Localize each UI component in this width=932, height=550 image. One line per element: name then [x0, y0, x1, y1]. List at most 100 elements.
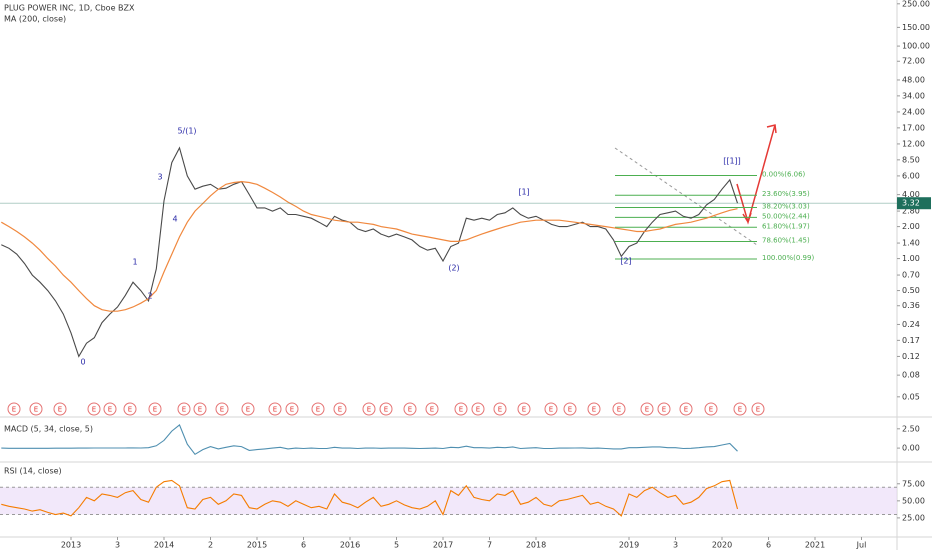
y-tick-label: 0.08 — [902, 371, 920, 380]
earnings-icon — [362, 402, 376, 416]
earnings-icon — [471, 402, 485, 416]
x-tick-label: 3 — [673, 541, 678, 550]
x-tick-label: 2017 — [433, 541, 453, 550]
chart-title: PLUG POWER INC, 1D, Cboe BZX — [4, 4, 135, 13]
y-tick-label: 2.00 — [902, 222, 920, 231]
trend-line — [614, 147, 758, 246]
y-tick-label: 6.00 — [902, 171, 920, 180]
earnings-icon — [379, 402, 393, 416]
fib-label: 50.00%(2.44) — [762, 212, 810, 220]
y-tick-label: 250.00 — [902, 0, 930, 8]
x-tick-label: 6 — [766, 541, 771, 550]
rsi-title: RSI (14, close) — [4, 467, 62, 476]
x-tick-label: Jul — [856, 541, 867, 550]
earnings-label: E — [522, 406, 526, 414]
earnings-icon — [123, 402, 137, 416]
y-tick-label: 1.00 — [902, 254, 920, 263]
earnings-label: E — [34, 406, 38, 414]
earnings-icon — [640, 402, 654, 416]
earnings-icon — [425, 402, 439, 416]
earnings-label: E — [408, 406, 412, 414]
earnings-icon — [29, 402, 43, 416]
earnings-label: E — [384, 406, 388, 414]
y-tick-label: 24.00 — [902, 107, 925, 116]
wave-label: 4 — [172, 215, 177, 224]
wave-label: [[1]] — [723, 157, 741, 166]
earnings-icon — [563, 402, 577, 416]
wave-label: [1] — [518, 188, 529, 197]
earnings-label: E — [709, 406, 713, 414]
x-tick-label: 2018 — [526, 541, 546, 550]
earnings-label: E — [198, 406, 202, 414]
y-tick-label: 100.00 — [902, 42, 930, 51]
earnings-label: E — [756, 406, 760, 414]
earnings-label: E — [617, 406, 621, 414]
earnings-label: E — [684, 406, 688, 414]
earnings-label: E — [459, 406, 463, 414]
earnings-icon — [733, 402, 747, 416]
earnings-label: E — [592, 406, 596, 414]
x-tick-label: 2020 — [712, 541, 732, 550]
x-tick-label: 2015 — [247, 541, 267, 550]
earnings-icon — [241, 402, 255, 416]
earnings-label: E — [476, 406, 480, 414]
y-tick-label: 4.00 — [902, 190, 920, 199]
fib-label: 100.00%(0.99) — [762, 254, 814, 262]
earnings-label: E — [338, 406, 342, 414]
y-tick-label: 12.00 — [902, 139, 925, 148]
x-tick-label: 7 — [487, 541, 492, 550]
earnings-label: E — [246, 406, 250, 414]
earnings-icon — [403, 402, 417, 416]
earnings-icon — [517, 402, 531, 416]
earnings-label: E — [92, 406, 96, 414]
earnings-icon — [7, 402, 21, 416]
earnings-icon — [679, 402, 693, 416]
wave-label: 0 — [80, 358, 85, 367]
rsi-band — [0, 487, 897, 515]
earnings-label: E — [128, 406, 132, 414]
y-tick-label: 0.36 — [902, 301, 920, 310]
y-tick-label: 75.00 — [902, 479, 925, 488]
x-tick-label: 5 — [394, 541, 399, 550]
macd-title: MACD (5, 34, close, 5) — [4, 425, 93, 434]
arrow-head — [742, 124, 777, 224]
y-tick-label: 0.70 — [902, 271, 920, 280]
earnings-icon — [285, 402, 299, 416]
fib-label: 0.00%(6.06) — [762, 170, 806, 178]
last-price-box — [897, 197, 931, 210]
legend-entry: MA (200, close) — [4, 15, 66, 24]
series-line — [1, 146, 739, 358]
x-tick-label: 2 — [208, 541, 213, 550]
x-tick-label: 2016 — [340, 541, 360, 550]
wave-label: 5/(1) — [177, 127, 196, 136]
earnings-label: E — [498, 406, 502, 414]
wave-label: 1 — [132, 258, 137, 267]
earnings-icon — [493, 402, 507, 416]
earnings-label: E — [153, 406, 157, 414]
earnings-label: E — [290, 406, 294, 414]
y-tick-label: 72.00 — [902, 57, 925, 66]
earnings-label: E — [568, 406, 572, 414]
earnings-label: E — [12, 406, 16, 414]
y-tick-label: 0.50 — [902, 286, 920, 295]
y-tick-label: 34.00 — [902, 91, 925, 100]
wave-label: 3 — [157, 173, 162, 182]
y-tick-label: 48.00 — [902, 75, 925, 84]
x-tick-label: 2019 — [619, 541, 639, 550]
last-price-label: 3.32 — [902, 199, 920, 208]
earnings-label: E — [645, 406, 649, 414]
series-line — [1, 180, 738, 312]
earnings-icon — [612, 402, 626, 416]
earnings-icon — [704, 402, 718, 416]
earnings-label: E — [58, 406, 62, 414]
x-tick-label: 2014 — [154, 541, 174, 550]
earnings-icon — [333, 402, 347, 416]
earnings-icon — [215, 402, 229, 416]
y-tick-label: 2.80 — [902, 207, 920, 216]
y-tick-label: 0.05 — [902, 392, 920, 401]
earnings-icon — [544, 402, 558, 416]
earnings-label: E — [549, 406, 553, 414]
fib-label: 78.60%(1.45) — [762, 236, 810, 244]
earnings-icon — [268, 402, 282, 416]
earnings-icon — [751, 402, 765, 416]
